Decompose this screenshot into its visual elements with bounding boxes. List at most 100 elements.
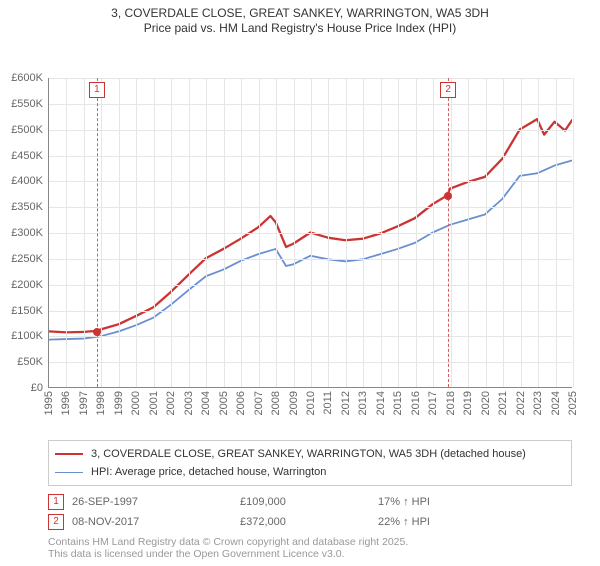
gridline-v	[119, 78, 120, 387]
x-tick-label: 2016	[410, 391, 422, 415]
x-tick-label: 2004	[200, 391, 212, 415]
legend-swatch-property	[55, 453, 83, 455]
sale-marker-1: 1	[48, 494, 64, 510]
x-tick-label: 1997	[78, 391, 90, 415]
y-tick-label: £50K	[17, 356, 49, 368]
x-tick-label: 2006	[235, 391, 247, 415]
sale-price-1: £109,000	[240, 496, 370, 508]
sale-price-2: £372,000	[240, 516, 370, 528]
gridline-v	[311, 78, 312, 387]
gridline-v	[206, 78, 207, 387]
x-tick-label: 2007	[253, 391, 265, 415]
x-tick-label: 2015	[392, 391, 404, 415]
x-tick-label: 2008	[270, 391, 282, 415]
gridline-v	[154, 78, 155, 387]
sale-date-1: 26-SEP-1997	[72, 496, 232, 508]
x-tick-label: 2001	[148, 391, 160, 415]
sale-marker-label: 1	[89, 82, 105, 98]
sale-marker-2: 2	[48, 514, 64, 530]
x-tick-label: 2011	[322, 391, 334, 415]
sale-hpi-1: 17% ↑ HPI	[378, 496, 498, 508]
legend: 3, COVERDALE CLOSE, GREAT SANKEY, WARRIN…	[48, 440, 572, 486]
legend-swatch-hpi	[55, 472, 83, 473]
x-tick-label: 2025	[567, 391, 579, 415]
gridline-v	[381, 78, 382, 387]
y-tick-label: £300K	[11, 227, 49, 239]
footer-line-1: Contains HM Land Registry data © Crown c…	[48, 536, 572, 548]
gridline-v	[328, 78, 329, 387]
sale-row-1: 1 26-SEP-1997 £109,000 17% ↑ HPI	[48, 492, 572, 512]
x-tick-label: 2005	[218, 391, 230, 415]
gridline-v	[259, 78, 260, 387]
chart-area: £0£50K£100K£150K£200K£250K£300K£350K£400…	[0, 36, 600, 436]
sale-hpi-2: 22% ↑ HPI	[378, 516, 498, 528]
x-tick-label: 2023	[532, 391, 544, 415]
gridline-v	[189, 78, 190, 387]
sale-point-dot	[444, 192, 452, 200]
gridline-v	[416, 78, 417, 387]
footer-line-2: This data is licensed under the Open Gov…	[48, 548, 572, 560]
x-tick-label: 2021	[497, 391, 509, 415]
x-tick-label: 2020	[480, 391, 492, 415]
gridline-v	[556, 78, 557, 387]
sale-date-2: 08-NOV-2017	[72, 516, 232, 528]
x-tick-label: 1999	[113, 391, 125, 415]
title-line-1: 3, COVERDALE CLOSE, GREAT SANKEY, WARRIN…	[0, 6, 600, 21]
gridline-v	[224, 78, 225, 387]
gridline-v	[66, 78, 67, 387]
legend-row-hpi: HPI: Average price, detached house, Warr…	[55, 463, 565, 481]
x-tick-label: 2003	[183, 391, 195, 415]
y-tick-label: £400K	[11, 175, 49, 187]
y-tick-label: £350K	[11, 201, 49, 213]
sale-marker-label: 2	[440, 82, 456, 98]
x-tick-label: 2024	[550, 391, 562, 415]
title-line-2: Price paid vs. HM Land Registry's House …	[0, 21, 600, 36]
y-tick-label: £500K	[11, 124, 49, 136]
x-tick-label: 2019	[462, 391, 474, 415]
y-tick-label: £600K	[11, 72, 49, 84]
gridline-v	[363, 78, 364, 387]
gridline-v	[521, 78, 522, 387]
footer: Contains HM Land Registry data © Crown c…	[48, 536, 572, 560]
gridline-v	[398, 78, 399, 387]
x-tick-label: 2013	[357, 391, 369, 415]
x-tick-label: 2000	[130, 391, 142, 415]
x-tick-label: 2022	[515, 391, 527, 415]
gridline-v	[503, 78, 504, 387]
y-tick-label: £150K	[11, 305, 49, 317]
x-tick-label: 2010	[305, 391, 317, 415]
gridline-v	[294, 78, 295, 387]
x-tick-label: 2002	[165, 391, 177, 415]
y-tick-label: £200K	[11, 279, 49, 291]
x-tick-label: 2018	[445, 391, 457, 415]
sale-row-2: 2 08-NOV-2017 £372,000 22% ↑ HPI	[48, 512, 572, 532]
gridline-v	[538, 78, 539, 387]
gridline-v	[433, 78, 434, 387]
gridline-v	[486, 78, 487, 387]
gridline-v	[101, 78, 102, 387]
sale-reference-line	[448, 78, 449, 387]
gridline-v	[468, 78, 469, 387]
gridline-v	[276, 78, 277, 387]
legend-label-hpi: HPI: Average price, detached house, Warr…	[91, 466, 326, 478]
gridline-v	[136, 78, 137, 387]
y-tick-label: £550K	[11, 98, 49, 110]
gridline-v	[451, 78, 452, 387]
x-tick-label: 2012	[340, 391, 352, 415]
chart-titles: 3, COVERDALE CLOSE, GREAT SANKEY, WARRIN…	[0, 0, 600, 36]
plot-box: £0£50K£100K£150K£200K£250K£300K£350K£400…	[48, 78, 572, 388]
x-tick-label: 1996	[60, 391, 72, 415]
x-tick-label: 2014	[375, 391, 387, 415]
gridline-v	[84, 78, 85, 387]
legend-label-property: 3, COVERDALE CLOSE, GREAT SANKEY, WARRIN…	[91, 448, 526, 460]
y-tick-label: £100K	[11, 330, 49, 342]
sale-reference-line	[97, 78, 98, 387]
sale-point-dot	[93, 328, 101, 336]
y-tick-label: £250K	[11, 253, 49, 265]
x-tick-label: 1995	[43, 391, 55, 415]
gridline-v	[171, 78, 172, 387]
legend-row-property: 3, COVERDALE CLOSE, GREAT SANKEY, WARRIN…	[55, 445, 565, 463]
sales-table: 1 26-SEP-1997 £109,000 17% ↑ HPI 2 08-NO…	[48, 492, 572, 532]
y-tick-label: £450K	[11, 150, 49, 162]
x-tick-label: 2009	[288, 391, 300, 415]
